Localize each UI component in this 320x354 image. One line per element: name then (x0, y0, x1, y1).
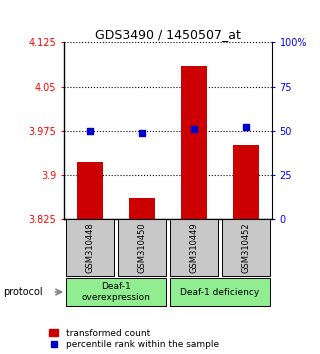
Point (140, 130, 145, 136)
Bar (181, 66, 207, 219)
Text: GSM310452: GSM310452 (242, 222, 251, 273)
Bar (129, 198, 155, 219)
Text: GSM310449: GSM310449 (189, 222, 198, 273)
Text: GSM310448: GSM310448 (85, 222, 94, 273)
Text: Deaf-1 deficiency: Deaf-1 deficiency (180, 287, 260, 297)
Text: GSM310450: GSM310450 (138, 222, 147, 273)
Bar (66, 219, 114, 276)
Title: GDS3490 / 1450507_at: GDS3490 / 1450507_at (95, 28, 241, 41)
Bar (77, 162, 103, 219)
Point (244, 125, 249, 130)
Point (191, 126, 196, 132)
Text: Deaf-1
overexpression: Deaf-1 overexpression (82, 282, 150, 302)
Text: protocol: protocol (3, 287, 43, 297)
Bar (233, 144, 259, 219)
Bar (66, 278, 166, 306)
Bar (170, 219, 218, 276)
Legend: transformed count, percentile rank within the sample: transformed count, percentile rank withi… (49, 329, 219, 349)
Bar (118, 219, 166, 276)
Point (87, 128, 92, 134)
Bar (170, 278, 270, 306)
Bar (222, 219, 270, 276)
